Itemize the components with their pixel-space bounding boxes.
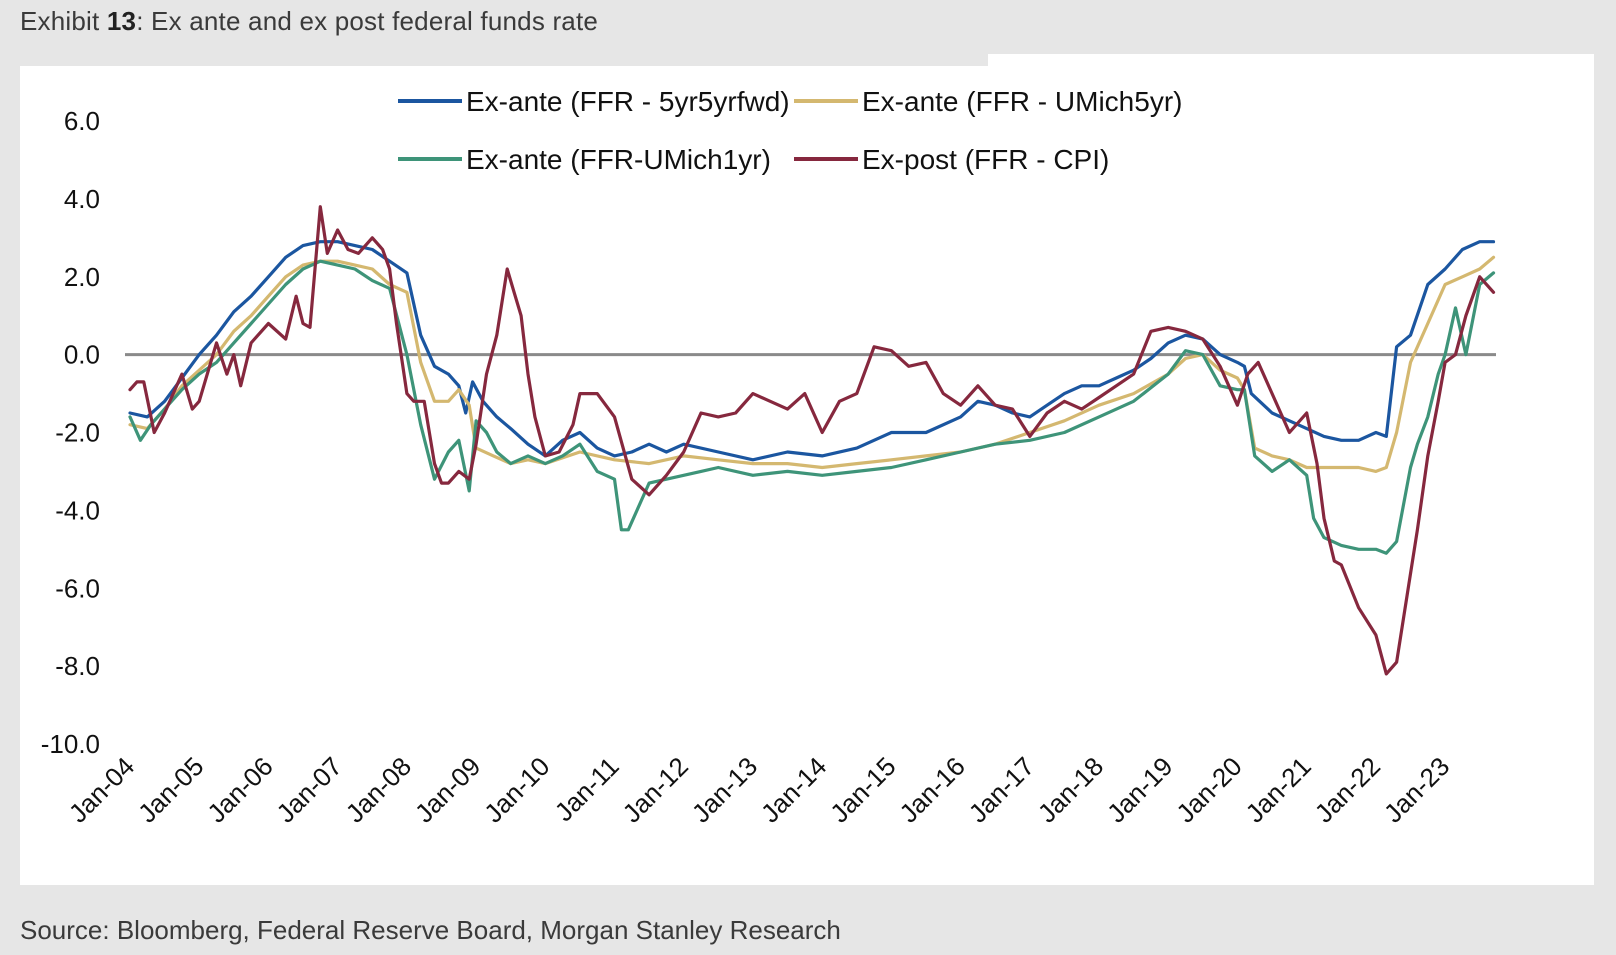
- x-tick-label: Jan-04: [63, 751, 140, 828]
- x-tick-label: Jan-17: [963, 751, 1040, 828]
- legend-label: Ex-ante (FFR - UMich5yr): [862, 86, 1182, 117]
- series-line-0: [128, 240, 1496, 462]
- legend-item: Ex-post (FFR - CPI): [794, 144, 1109, 175]
- x-axis: Jan-04Jan-05Jan-06Jan-07Jan-08Jan-09Jan-…: [63, 751, 1456, 828]
- x-tick-label: Jan-12: [617, 751, 694, 828]
- legend: Ex-ante (FFR - 5yr5yrfwd) Ex-ante (FFR - …: [398, 86, 1182, 175]
- x-tick-label: Jan-20: [1170, 751, 1247, 828]
- legend-label: Ex-ante (FFR - 5yr5yrfwd): [466, 86, 790, 117]
- x-tick-label: Jan-07: [270, 751, 347, 828]
- source-note: Source: Bloomberg, Federal Reserve Board…: [20, 915, 841, 945]
- y-tick-label: 2.0: [64, 262, 100, 292]
- y-tick-label: 4.0: [64, 184, 100, 214]
- x-tick-label: Jan-21: [1239, 751, 1316, 828]
- x-tick-label: Jan-10: [478, 751, 555, 828]
- x-tick-label: Jan-09: [409, 751, 486, 828]
- x-tick-label: Jan-15: [824, 751, 901, 828]
- legend-item: Ex-ante (FFR - UMich5yr): [794, 86, 1182, 117]
- x-tick-label: Jan-13: [686, 751, 763, 828]
- x-tick-label: Jan-18: [1032, 751, 1109, 828]
- chart-svg: 6.0 4.0 2.0 0.0 -2.0 -4.0 -6.0 -8.0 -10.0 Jan-04…: [41, 86, 1496, 828]
- legend-label: Ex-post (FFR - CPI): [862, 144, 1109, 175]
- chart-panel-tab: [988, 54, 1594, 68]
- x-tick-label: Jan-22: [1309, 751, 1386, 828]
- series-line-1: [128, 255, 1496, 473]
- y-axis: 6.0 4.0 2.0 0.0 -2.0 -4.0 -6.0 -8.0 -10.0: [41, 106, 100, 759]
- legend-item: Ex-ante (FFR - 5yr5yrfwd): [398, 86, 790, 117]
- exhibit-title: Exhibit 13: Ex ante and ex post federal …: [20, 6, 599, 36]
- series-lines: [128, 205, 1496, 676]
- x-tick-label: Jan-23: [1378, 751, 1455, 828]
- legend-item: Ex-ante (FFR-UMich1yr): [398, 144, 771, 175]
- x-tick-label: Jan-06: [201, 751, 278, 828]
- y-tick-label: -2.0: [55, 418, 100, 448]
- chart-panel: 6.0 4.0 2.0 0.0 -2.0 -4.0 -6.0 -8.0 -10.0 Jan-04…: [20, 66, 1594, 885]
- y-tick-label: -10.0: [41, 729, 100, 759]
- y-tick-label: -6.0: [55, 573, 100, 603]
- y-tick-label: 0.0: [64, 340, 100, 370]
- x-tick-label: Jan-11: [549, 751, 625, 827]
- y-tick-label: -4.0: [55, 495, 100, 525]
- x-tick-label: Jan-19: [1101, 751, 1178, 828]
- legend-label: Ex-ante (FFR-UMich1yr): [466, 144, 771, 175]
- exhibit-number: 13: [106, 6, 137, 36]
- x-tick-label: Jan-14: [755, 751, 832, 828]
- x-tick-label: Jan-05: [132, 751, 209, 828]
- x-tick-label: Jan-16: [893, 751, 970, 828]
- series-line-3: [128, 205, 1496, 676]
- x-tick-label: Jan-08: [340, 751, 417, 828]
- y-tick-label: 6.0: [64, 106, 100, 136]
- series-line-2: [128, 259, 1496, 555]
- y-tick-label: -8.0: [55, 651, 100, 681]
